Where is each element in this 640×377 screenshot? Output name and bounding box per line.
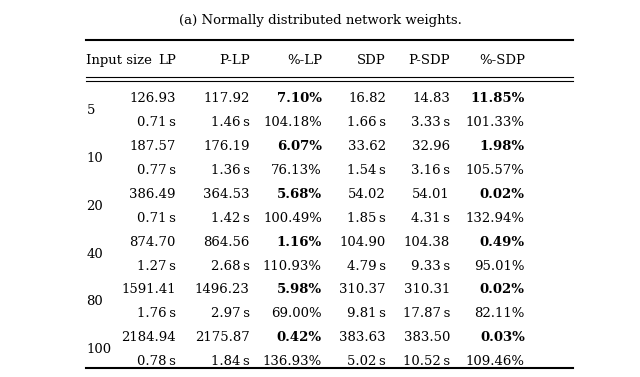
Text: 1.84 s: 1.84 s	[211, 355, 250, 368]
Text: 54.01: 54.01	[412, 188, 450, 201]
Text: 101.33%: 101.33%	[466, 116, 525, 129]
Text: 2.68 s: 2.68 s	[211, 260, 250, 273]
Text: 6.07%: 6.07%	[277, 140, 322, 153]
Text: 104.38: 104.38	[404, 236, 450, 249]
Text: 1.54 s: 1.54 s	[347, 164, 386, 177]
Text: 1.16%: 1.16%	[276, 236, 322, 249]
Text: 7.10%: 7.10%	[277, 92, 322, 106]
Text: 864.56: 864.56	[204, 236, 250, 249]
Text: 0.42%: 0.42%	[276, 331, 322, 344]
Text: 32.96: 32.96	[412, 140, 450, 153]
Text: 5: 5	[86, 104, 95, 117]
Text: 176.19: 176.19	[203, 140, 250, 153]
Text: 110.93%: 110.93%	[263, 260, 322, 273]
Text: 9.33 s: 9.33 s	[411, 260, 450, 273]
Text: 2.97 s: 2.97 s	[211, 307, 250, 320]
Text: 1591.41: 1591.41	[122, 284, 176, 296]
Text: 874.70: 874.70	[130, 236, 176, 249]
Text: 0.77 s: 0.77 s	[137, 164, 176, 177]
Text: 109.46%: 109.46%	[466, 355, 525, 368]
Text: 40: 40	[86, 248, 103, 261]
Text: 310.37: 310.37	[339, 284, 386, 296]
Text: LP: LP	[158, 54, 176, 67]
Text: 14.83: 14.83	[412, 92, 450, 106]
Text: 100.49%: 100.49%	[263, 212, 322, 225]
Text: 10.52 s: 10.52 s	[403, 355, 450, 368]
Text: 1.42 s: 1.42 s	[211, 212, 250, 225]
Text: 2175.87: 2175.87	[195, 331, 250, 344]
Text: 16.82: 16.82	[348, 92, 386, 106]
Text: 11.85%: 11.85%	[470, 92, 525, 106]
Text: 104.90: 104.90	[340, 236, 386, 249]
Text: 1.98%: 1.98%	[479, 140, 525, 153]
Text: 0.49%: 0.49%	[479, 236, 525, 249]
Text: P-SDP: P-SDP	[408, 54, 450, 67]
Text: 4.31 s: 4.31 s	[411, 212, 450, 225]
Text: 10: 10	[86, 152, 103, 165]
Text: 136.93%: 136.93%	[262, 355, 322, 368]
Text: P-LP: P-LP	[219, 54, 250, 67]
Text: SDP: SDP	[357, 54, 386, 67]
Text: 1.46 s: 1.46 s	[211, 116, 250, 129]
Text: 2184.94: 2184.94	[122, 331, 176, 344]
Text: 364.53: 364.53	[203, 188, 250, 201]
Text: 3.33 s: 3.33 s	[411, 116, 450, 129]
Text: 76.13%: 76.13%	[271, 164, 322, 177]
Text: 386.49: 386.49	[129, 188, 176, 201]
Text: 5.02 s: 5.02 s	[347, 355, 386, 368]
Text: 383.50: 383.50	[404, 331, 450, 344]
Text: 0.02%: 0.02%	[480, 284, 525, 296]
Text: 69.00%: 69.00%	[271, 307, 322, 320]
Text: 117.92: 117.92	[204, 92, 250, 106]
Text: (a) Normally distributed network weights.: (a) Normally distributed network weights…	[179, 14, 461, 27]
Text: 0.71 s: 0.71 s	[137, 212, 176, 225]
Text: 54.02: 54.02	[348, 188, 386, 201]
Text: 5.68%: 5.68%	[276, 188, 322, 201]
Text: 132.94%: 132.94%	[466, 212, 525, 225]
Text: 0.02%: 0.02%	[480, 188, 525, 201]
Text: 0.03%: 0.03%	[480, 331, 525, 344]
Text: 3.16 s: 3.16 s	[411, 164, 450, 177]
Text: 383.63: 383.63	[339, 331, 386, 344]
Text: 104.18%: 104.18%	[263, 116, 322, 129]
Text: Input size: Input size	[86, 54, 152, 67]
Text: 0.78 s: 0.78 s	[137, 355, 176, 368]
Text: 82.11%: 82.11%	[474, 307, 525, 320]
Text: 1.27 s: 1.27 s	[137, 260, 176, 273]
Text: 126.93: 126.93	[129, 92, 176, 106]
Text: %-LP: %-LP	[287, 54, 322, 67]
Text: 17.87 s: 17.87 s	[403, 307, 450, 320]
Text: 1.66 s: 1.66 s	[347, 116, 386, 129]
Text: 1.85 s: 1.85 s	[347, 212, 386, 225]
Text: 4.79 s: 4.79 s	[347, 260, 386, 273]
Text: 310.31: 310.31	[404, 284, 450, 296]
Text: 0.71 s: 0.71 s	[137, 116, 176, 129]
Text: 80: 80	[86, 296, 103, 308]
Text: 105.57%: 105.57%	[466, 164, 525, 177]
Text: 1496.23: 1496.23	[195, 284, 250, 296]
Text: %-SDP: %-SDP	[479, 54, 525, 67]
Text: 1.36 s: 1.36 s	[211, 164, 250, 177]
Text: 187.57: 187.57	[130, 140, 176, 153]
Text: 95.01%: 95.01%	[474, 260, 525, 273]
Text: 33.62: 33.62	[348, 140, 386, 153]
Text: 20: 20	[86, 200, 103, 213]
Text: 100: 100	[86, 343, 111, 356]
Text: 5.98%: 5.98%	[276, 284, 322, 296]
Text: 1.76 s: 1.76 s	[137, 307, 176, 320]
Text: 9.81 s: 9.81 s	[347, 307, 386, 320]
